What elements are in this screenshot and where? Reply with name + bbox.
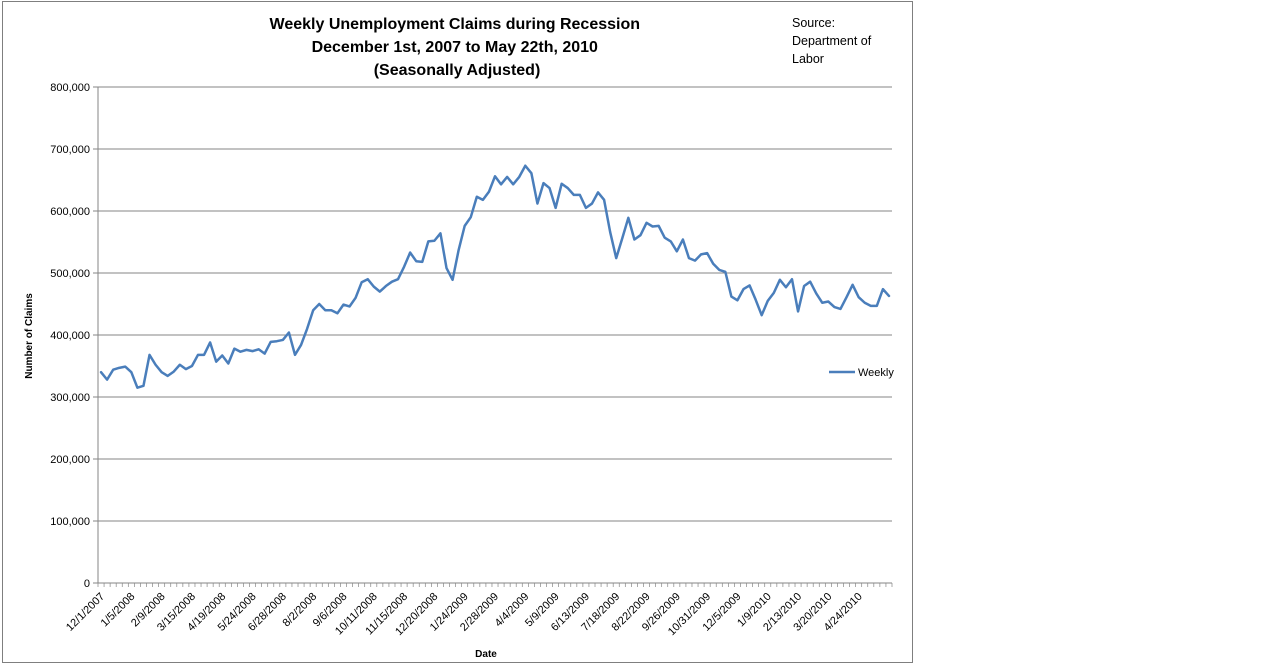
source-line-3: Labor bbox=[792, 52, 824, 66]
x-tick-label: 12/1/2007 bbox=[64, 591, 107, 634]
y-axis-label: Number of Claims bbox=[24, 293, 35, 379]
x-tick-labels: 12/1/20071/5/20082/9/20083/15/20084/19/2… bbox=[64, 591, 865, 638]
source-line-2: Department of bbox=[792, 34, 872, 48]
chart-title: Weekly Unemployment Claims during Recess… bbox=[270, 16, 645, 79]
y-tick-labels: 0 100,000 200,000 300,000 400,000 500,000 600,… bbox=[50, 82, 90, 590]
y-tick-label: 700,000 bbox=[50, 144, 90, 156]
source-line-1: Source: bbox=[792, 16, 835, 30]
y-tick-label: 0 bbox=[84, 578, 90, 590]
chart-title-line-1: Weekly Unemployment Claims during Recess… bbox=[270, 16, 640, 33]
y-tick-label: 300,000 bbox=[50, 392, 90, 404]
legend: Weekly bbox=[829, 367, 894, 379]
x-axis-label: Date bbox=[475, 649, 497, 660]
chart-frame: Weekly Unemployment Claims during Recess… bbox=[2, 1, 913, 663]
y-tick-label: 400,000 bbox=[50, 330, 90, 342]
y-tick-label: 100,000 bbox=[50, 516, 90, 528]
y-tick-label: 600,000 bbox=[50, 206, 90, 218]
series-layer bbox=[99, 164, 891, 389]
y-tick-label: 800,000 bbox=[50, 82, 90, 94]
legend-label-weekly: Weekly bbox=[858, 367, 894, 379]
chart-title-line-3: (Seasonally Adjusted) bbox=[374, 62, 541, 79]
line-chart: Weekly Unemployment Claims during Recess… bbox=[24, 16, 894, 660]
chart-title-line-2: December 1st, 2007 to May 22th, 2010 bbox=[312, 39, 598, 56]
series-line-weekly bbox=[99, 164, 891, 389]
source-note: Source: Department of Labor bbox=[792, 16, 875, 66]
y-tick-label: 200,000 bbox=[50, 454, 90, 466]
gridlines bbox=[93, 86, 893, 587]
y-tick-label: 500,000 bbox=[50, 268, 90, 280]
